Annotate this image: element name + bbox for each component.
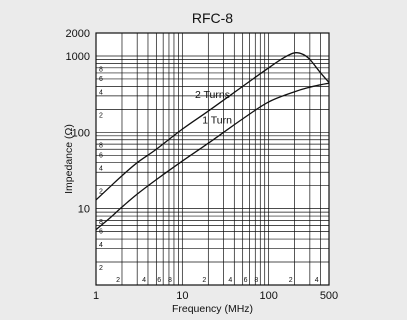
grid [96, 33, 329, 285]
x-minor-tick-label: 8 [168, 277, 172, 284]
curve-annotation: 2 Turns [195, 89, 230, 101]
x-minor-tick-label: 4 [228, 277, 232, 284]
y-tick-label: 2000 [66, 28, 90, 40]
y-minor-tick-label: 2 [99, 112, 103, 119]
y-minor-tick-label: 4 [99, 89, 103, 96]
x-minor-tick-label: 4 [315, 277, 319, 284]
series-layer [95, 52, 330, 231]
x-minor-tick-label: 2 [202, 277, 206, 284]
y-minor-tick-label: 2 [99, 265, 103, 272]
y-tick-label: 1000 [66, 51, 90, 63]
curve-annotation: 1 Turn [202, 115, 232, 127]
annotations: 2 Turns 1 Turn [195, 89, 232, 126]
chart-title: RFC-8 [192, 10, 233, 26]
y-minor-tick-label: 2 [99, 189, 103, 196]
x-minor-tick-label: 2 [289, 277, 293, 284]
x-tick-label: 500 [320, 290, 338, 302]
y-tick-label: 100 [72, 127, 90, 139]
x-minor-tick-label: 6 [244, 277, 248, 284]
x-minor-tick-label: 2 [116, 277, 120, 284]
x-axis-label: Frequency (MHz) [172, 303, 253, 315]
y-axis-ticks: 10 100 1000 2000 2 4 6 8 2 4 6 8 2 4 6 8 [66, 28, 103, 272]
series-line-two-turns [95, 52, 330, 201]
plot-area [95, 32, 330, 286]
y-minor-tick-label: 6 [99, 229, 103, 236]
y-tick-label: 10 [78, 204, 90, 216]
x-tick-label: 100 [259, 290, 277, 302]
y-minor-tick-label: 8 [99, 143, 103, 150]
series-line-one-turn [95, 82, 330, 231]
x-tick-label: 1 [93, 290, 99, 302]
y-minor-tick-label: 4 [99, 242, 103, 249]
y-minor-tick-label: 8 [99, 66, 103, 73]
y-axis-label: Impedance (Ω) [63, 124, 75, 194]
x-tick-label: 10 [176, 290, 188, 302]
y-minor-tick-label: 8 [99, 219, 103, 226]
y-minor-tick-label: 4 [99, 166, 103, 173]
x-minor-tick-label: 4 [142, 277, 146, 284]
y-minor-tick-label: 6 [99, 76, 103, 83]
x-minor-tick-label: 8 [254, 277, 258, 284]
y-minor-tick-label: 6 [99, 152, 103, 159]
x-minor-tick-label: 6 [157, 277, 161, 284]
